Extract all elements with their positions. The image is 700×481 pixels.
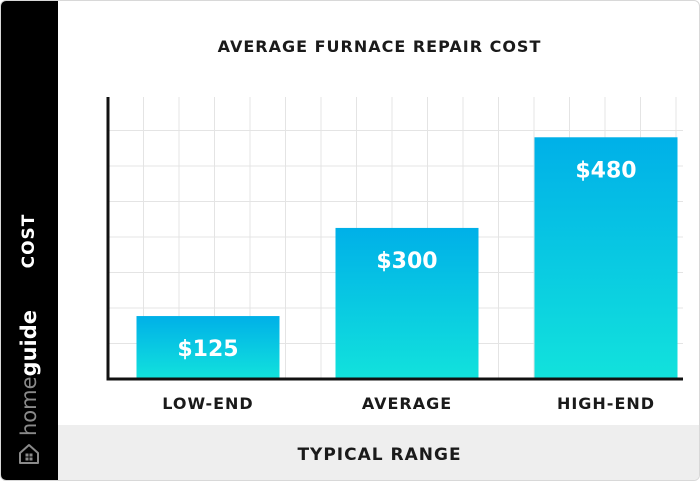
x-axis-band: TYPICAL RANGE	[58, 425, 699, 480]
bar	[335, 227, 479, 379]
bar-value-label: $300	[376, 249, 437, 274]
bar	[136, 316, 280, 379]
sidebar: COST homeguide	[1, 1, 58, 480]
bar-chart: $125 LOW-END $300 AVERAGE $480 HIGH-END	[106, 97, 683, 413]
category-label: HIGH-END	[557, 394, 655, 413]
chart-title: AVERAGE FURNACE REPAIR COST	[217, 37, 542, 56]
bar	[534, 137, 678, 379]
bar-value-label: $480	[575, 158, 636, 183]
category-label: LOW-END	[162, 394, 253, 413]
category-label: AVERAGE	[362, 394, 452, 413]
bar-value-label: $125	[177, 337, 238, 362]
house-icon	[19, 444, 39, 464]
x-axis-label: TYPICAL RANGE	[297, 445, 462, 465]
